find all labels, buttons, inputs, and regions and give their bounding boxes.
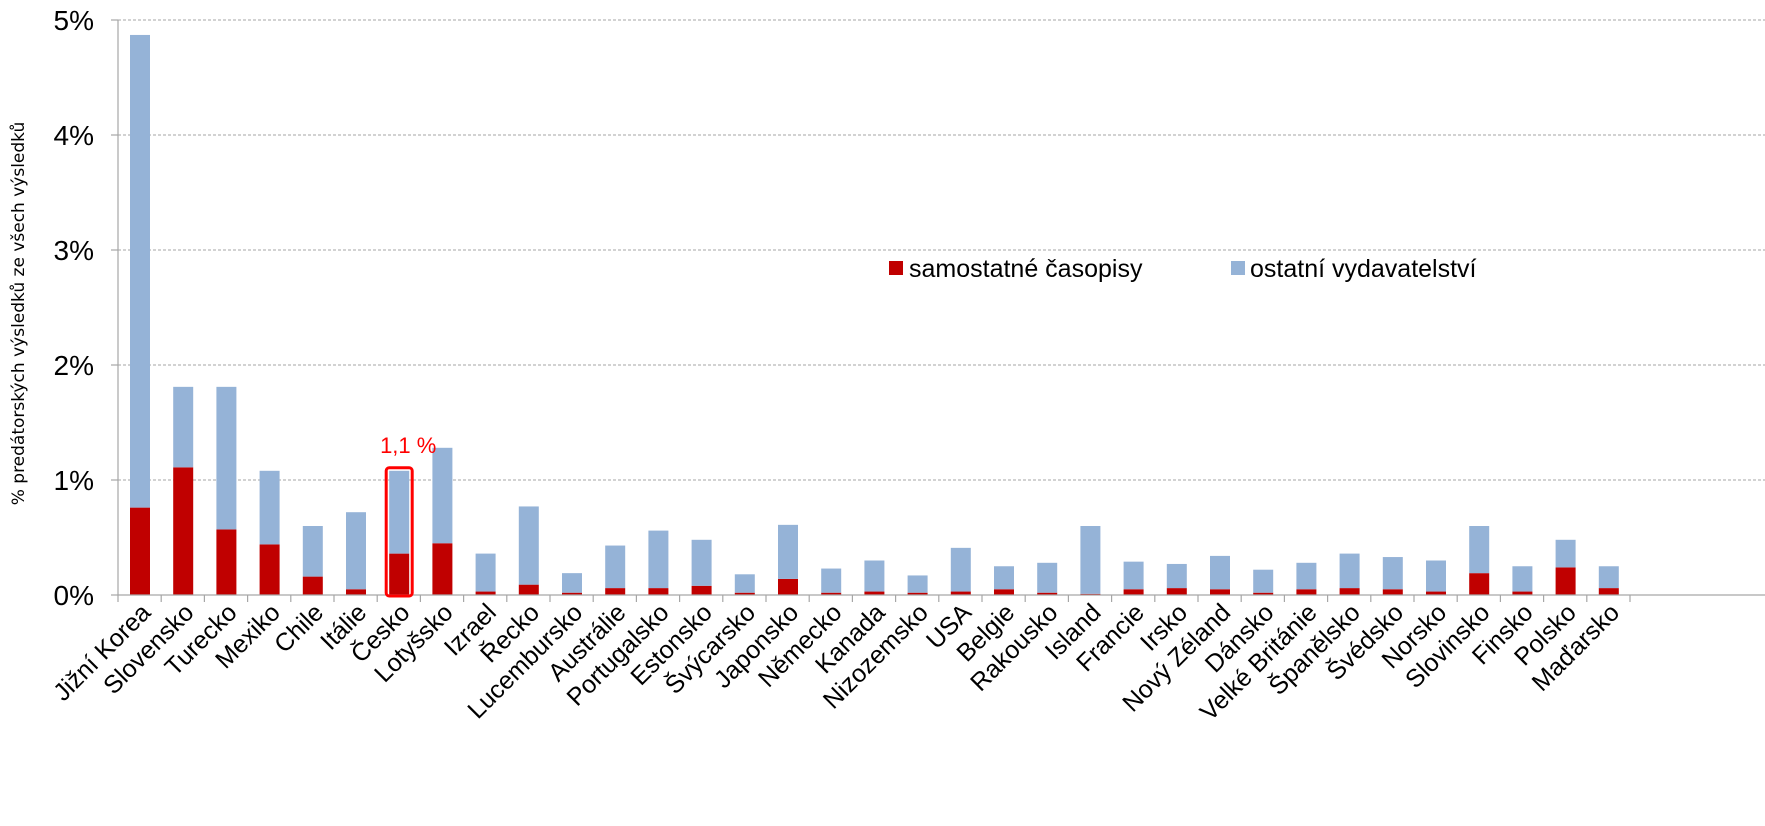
y-axis-label: % predátorských výsledků ze všech výsled…: [9, 122, 29, 506]
bar-segment-samostatne: [1296, 589, 1317, 595]
y-tick-label: 5%: [54, 5, 94, 36]
bar-segment-samostatne: [950, 591, 971, 595]
legend-swatch-ostatni: [1231, 261, 1245, 275]
y-tick-label: 0%: [54, 580, 94, 611]
bar-segment-ostatni: [605, 545, 626, 589]
legend-swatch-samostatne: [889, 261, 903, 275]
bar-segment-ostatni: [1382, 557, 1403, 590]
bar-segment-ostatni: [907, 575, 928, 593]
bar-segment-samostatne: [302, 576, 323, 595]
bar-segment-samostatne: [1166, 588, 1187, 595]
bar-segment-samostatne: [821, 592, 842, 595]
bar-segment-samostatne: [216, 529, 237, 595]
legend-label-ostatni: ostatní vydavatelství: [1250, 255, 1477, 283]
bar-segment-samostatne: [130, 507, 150, 595]
bar-segment-samostatne: [173, 467, 194, 595]
bar-segment-ostatni: [216, 386, 237, 530]
bar-segment-ostatni: [302, 526, 323, 577]
bar-segment-samostatne: [1555, 567, 1576, 595]
bar-segment-ostatni: [173, 386, 194, 468]
bar-segment-ostatni: [821, 568, 842, 593]
legend: samostatné časopisy ostatní vydavatelstv…: [889, 255, 1477, 283]
bar-segment-samostatne: [1037, 592, 1058, 595]
bar-segment-ostatni: [346, 512, 366, 590]
gridlines: [118, 19, 1765, 481]
bar-segment-samostatne: [389, 553, 410, 595]
highlight: 1,1 %: [380, 433, 436, 598]
y-tick-labels: 0% 1% 2% 3% 4% 5%: [54, 5, 94, 611]
bar-segment-samostatne: [734, 592, 755, 595]
bar-segment-samostatne: [259, 544, 280, 595]
bar-segment-samostatne: [1512, 591, 1533, 595]
bar-segment-samostatne: [1210, 589, 1230, 595]
bar-segment-samostatne: [1382, 589, 1403, 595]
bar-segment-samostatne: [778, 578, 798, 595]
bar-segment-ostatni: [691, 539, 712, 586]
bar-segment-ostatni: [1598, 566, 1619, 589]
bar-segment-ostatni: [1512, 566, 1533, 592]
bar-segment-samostatne: [648, 588, 669, 595]
bar-segment-ostatni: [1469, 526, 1490, 574]
highlight-box: [384, 466, 414, 598]
bar-segment-samostatne: [432, 543, 453, 595]
bar-segment-ostatni: [389, 470, 410, 554]
bar-segment-ostatni: [1210, 555, 1230, 590]
y-tick-label: 2%: [54, 350, 94, 381]
bar-segment-ostatni: [562, 573, 582, 593]
bar-segment-ostatni: [864, 560, 885, 592]
bar-segment-ostatni: [778, 524, 798, 579]
bar-segment-ostatni: [1555, 539, 1576, 568]
bar-segment-samostatne: [1339, 588, 1360, 595]
bar-segment-ostatni: [259, 470, 280, 545]
bar-segment-ostatni: [1037, 562, 1058, 593]
bar-segment-samostatne: [475, 591, 496, 595]
y-tick-label: 1%: [54, 465, 94, 496]
x-tick-label: Chile: [269, 598, 329, 658]
bar-segment-ostatni: [1426, 560, 1446, 592]
bar-segment-samostatne: [864, 591, 885, 595]
bar-segment-samostatne: [994, 589, 1014, 595]
bar-segment-ostatni: [950, 547, 971, 592]
y-tick-label: 3%: [54, 235, 94, 266]
bar-segment-samostatne: [518, 584, 539, 595]
bar-segment-samostatne: [907, 592, 928, 595]
bar-segment-samostatne: [1598, 588, 1619, 595]
bar-segment-ostatni: [734, 574, 755, 593]
bar-segment-ostatni: [1296, 562, 1317, 590]
y-tick-label: 4%: [54, 120, 94, 151]
bar-segment-ostatni: [1339, 553, 1360, 589]
bar-segment-ostatni: [648, 530, 669, 589]
highlight-annotation: 1,1 %: [380, 433, 436, 458]
bar-segment-ostatni: [994, 566, 1014, 590]
bar-segment-samostatne: [346, 589, 366, 595]
bar-segment-ostatni: [130, 34, 150, 508]
bar-segment-ostatni: [1166, 563, 1187, 589]
bar-segment-samostatne: [562, 592, 582, 595]
bar-segment-samostatne: [605, 588, 626, 595]
bar-segment-ostatni: [1253, 569, 1274, 593]
bar-segment-samostatne: [1469, 573, 1490, 595]
x-tick-labels: Jižní KoreaSlovenskoTureckoMexikoChileIt…: [48, 598, 1625, 727]
bar-segment-samostatne: [691, 585, 712, 595]
bar-segment-samostatne: [1426, 591, 1446, 595]
bar-segment-ostatni: [518, 506, 539, 585]
bar-segment-ostatni: [432, 447, 453, 544]
bar-segment-samostatne: [1123, 589, 1144, 595]
bar-segment-ostatni: [1080, 526, 1101, 594]
bars: [130, 34, 1619, 595]
legend-label-samostatne: samostatné časopisy: [909, 255, 1143, 283]
bar-segment-samostatne: [1253, 592, 1274, 595]
bar-segment-ostatni: [475, 553, 496, 592]
bar-segment-ostatni: [1123, 561, 1144, 590]
